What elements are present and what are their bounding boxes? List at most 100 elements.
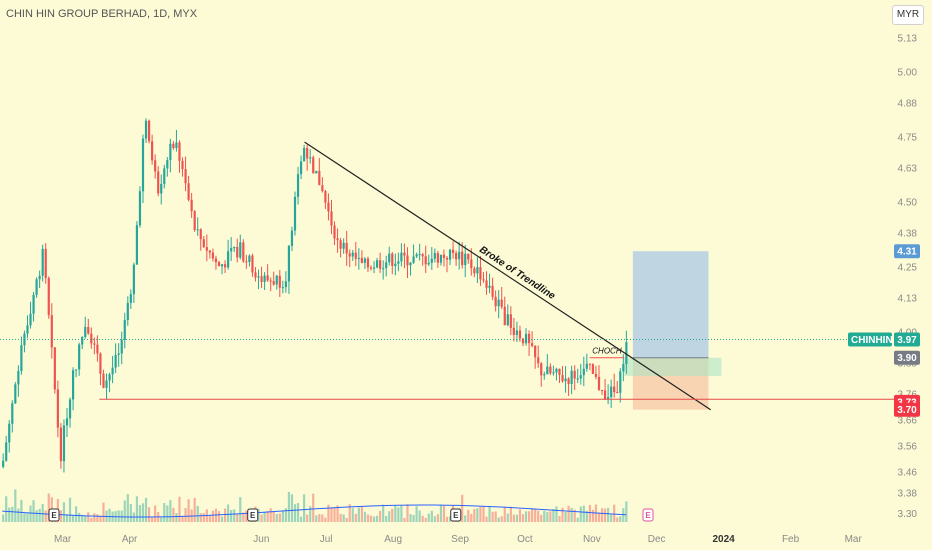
candle (521, 338, 525, 344)
candle (619, 371, 622, 393)
candle (306, 147, 309, 159)
candle (163, 168, 166, 184)
volume-bar (290, 494, 294, 522)
earnings-marker-label: E (250, 511, 256, 520)
volume-bar (339, 513, 342, 522)
volume-bar (369, 515, 373, 522)
volume-bar (281, 510, 284, 522)
volume-bar (518, 509, 522, 522)
candle (129, 294, 132, 303)
volume-bar (287, 491, 291, 522)
candle (290, 230, 294, 246)
volume-bar (175, 513, 178, 522)
entry-band (624, 357, 722, 376)
volume-bar (491, 511, 494, 522)
candle (433, 253, 436, 259)
x-tick-label: Sep (451, 534, 469, 545)
candle (455, 253, 458, 260)
candle (2, 460, 5, 467)
y-tick-label: 3.66 (898, 416, 918, 427)
candle (506, 314, 509, 326)
volume-bar (445, 516, 449, 522)
volume-bar (573, 509, 576, 522)
candle (199, 229, 202, 240)
candle (151, 141, 154, 161)
candle (515, 330, 519, 335)
volume-bar (397, 507, 400, 522)
candle (561, 375, 564, 382)
candle (175, 142, 178, 149)
candle (567, 378, 570, 384)
volume-bar (108, 508, 111, 522)
volume-bar (476, 508, 479, 522)
candle (482, 279, 485, 281)
earnings-marker[interactable] (450, 508, 462, 522)
volume-bar (403, 517, 406, 522)
earnings-marker[interactable] (247, 508, 259, 522)
choch-label: CHOCH (592, 347, 622, 356)
candle (248, 255, 251, 262)
earnings-marker[interactable] (642, 508, 654, 522)
trendline[interactable] (304, 141, 711, 411)
earnings-marker[interactable] (48, 508, 60, 522)
volume-bar (35, 510, 38, 522)
volume-bar (17, 508, 20, 522)
candle (518, 330, 522, 339)
candle (184, 169, 187, 184)
candle (50, 315, 53, 348)
candle (597, 376, 601, 391)
volume-bar (485, 516, 488, 522)
candle (354, 252, 357, 259)
volume-bar (488, 506, 491, 522)
volume-bar (546, 512, 549, 522)
volume-bar (211, 510, 215, 522)
candle (348, 253, 351, 257)
candle (588, 363, 591, 365)
candle (464, 253, 467, 266)
volume-bar (312, 493, 315, 522)
volume-bar (68, 497, 72, 522)
volume-bar (379, 510, 382, 522)
candle (339, 240, 342, 249)
volume-bar (607, 507, 610, 522)
candle (613, 386, 616, 393)
candle (233, 246, 236, 249)
volume-bar (330, 507, 333, 522)
volume-bar (534, 508, 537, 522)
volume-bar (418, 510, 421, 522)
candle (169, 143, 172, 161)
volume-bar (154, 505, 157, 522)
candle (281, 287, 284, 289)
candle (312, 157, 315, 174)
candle (476, 267, 479, 274)
symbol-price-tag[interactable]: CHINHIN 3.97 (848, 332, 920, 347)
candle (220, 264, 224, 267)
candle (357, 257, 360, 259)
candle (573, 370, 576, 379)
volume-bar (2, 514, 5, 522)
candle (424, 256, 427, 265)
target-zone[interactable] (632, 251, 709, 358)
candle (123, 320, 126, 340)
currency-button[interactable]: MYR (892, 5, 924, 25)
volume-bar (570, 507, 573, 522)
candle (345, 242, 348, 254)
candle (524, 333, 528, 344)
volume-bar (87, 512, 90, 522)
candle (132, 264, 135, 295)
volume-bar (549, 511, 552, 522)
volume-bar (151, 516, 154, 522)
candle (546, 366, 549, 375)
candle (451, 249, 455, 254)
candle (138, 191, 142, 226)
candle (582, 368, 585, 376)
volume-bar (217, 511, 221, 522)
candle (531, 343, 534, 346)
candle (552, 372, 555, 374)
candle (260, 276, 263, 283)
volume-bar (512, 514, 515, 522)
volume-bar (391, 508, 394, 522)
price-tag-value: 4.31 (897, 247, 917, 258)
chart-title: CHIN HIN GROUP BERHAD, 1D, MYX (6, 8, 198, 20)
